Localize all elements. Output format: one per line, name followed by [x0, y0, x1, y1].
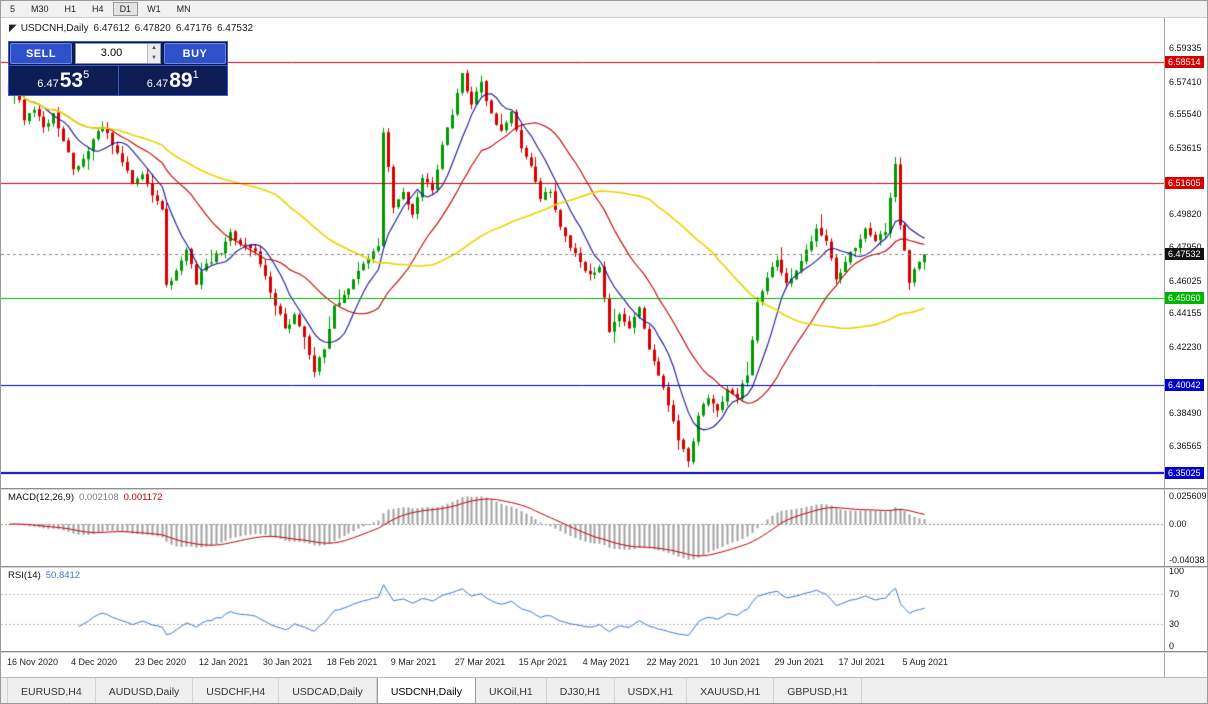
level-price-badge: 6.45060: [1165, 291, 1204, 304]
rsi-scale-label: 70: [1169, 588, 1180, 599]
price-chart-canvas[interactable]: [1, 18, 1164, 651]
date-label: 23 Dec 2020: [134, 657, 186, 667]
chart-title: ◤ USDCNH,Daily 6.47612 6.47820 6.47176 6.4753…: [9, 23, 253, 34]
rsi-scale-label: 30: [1169, 618, 1180, 629]
price-tick: 6.47950: [1169, 242, 1202, 253]
tab-gbpusd-h1[interactable]: GBPUSD,H1: [774, 678, 862, 703]
period-button-5[interactable]: 5: [10, 4, 16, 14]
rsi-indicator-label: RSI(14) 50.8412: [8, 570, 80, 581]
chart-open-value: 6.47612: [93, 23, 130, 34]
period-button-m30[interactable]: M30: [31, 4, 49, 14]
rsi-scale-label: 100: [1169, 566, 1185, 576]
macd-indicator-label: MACD(12,26,9) 0.002108 0.001172: [8, 492, 163, 503]
pane-separator: [1, 566, 1207, 568]
tab-xauusd-h1[interactable]: XAUUSD,H1: [687, 678, 775, 703]
rsi-name: RSI(14): [8, 570, 41, 581]
macd-scale-label: -0.04038: [1169, 555, 1205, 565]
one-click-trading-panel: SELL 3.00 ▲ ▼ BUY 6.47 53 5 6.47 89 1: [8, 41, 228, 96]
tab-ukoil-h1[interactable]: UKOil,H1: [476, 678, 547, 703]
tab-usdx-h1[interactable]: USDX,H1: [615, 678, 688, 703]
period-button-h4[interactable]: H4: [92, 4, 104, 14]
timeframe-toolbar: 5 M30 H1 H4 D1 W1 MN: [1, 1, 1207, 18]
price-scale[interactable]: 6.59335 6.57410 6.55540 6.53615 6.49820 6.479…: [1164, 18, 1207, 677]
sell-price-prefix: 6.47: [37, 77, 59, 90]
one-click-toggle-icon[interactable]: ◤: [9, 23, 17, 34]
price-tick: 6.57410: [1169, 76, 1202, 87]
level-price-badge: 6.58514: [1165, 56, 1204, 69]
macd-scale-label: 0.025609: [1169, 491, 1207, 501]
chart-tabs-bar: EURUSD,H4 AUDUSD,Daily USDCHF,H4 USDCAD,Dai…: [1, 677, 1207, 703]
price-tick: 6.59335: [1169, 43, 1202, 53]
period-button-mn[interactable]: MN: [176, 4, 191, 14]
macd-signal-value: 0.001172: [123, 492, 163, 503]
period-button-h1[interactable]: H1: [64, 4, 77, 14]
chart-close-value: 6.47532: [216, 23, 254, 34]
date-label: 18 Feb 2021: [326, 657, 378, 667]
period-button-d1[interactable]: D1: [112, 2, 139, 16]
volume-decrease-button[interactable]: ▼: [148, 53, 160, 63]
volume-spinner: ▲ ▼: [147, 44, 160, 63]
tab-dj30-h1[interactable]: DJ30,H1: [547, 678, 615, 703]
buy-price-pip: 1: [192, 69, 199, 81]
sell-button[interactable]: SELL: [10, 43, 72, 64]
sell-price-pip: 5: [83, 69, 90, 81]
price-tick: 6.38490: [1169, 407, 1202, 418]
buy-price-prefix: 6.47: [146, 77, 169, 90]
tab-eurusd-h4[interactable]: EURUSD,H4: [7, 678, 96, 703]
level-price-badge: 6.40042: [1165, 379, 1204, 392]
macd-scale-label: 0.00: [1169, 519, 1187, 530]
rsi-value: 50.8412: [45, 570, 81, 581]
date-label: 4 May 2021: [582, 657, 630, 667]
volume-increase-button[interactable]: ▲: [148, 44, 160, 54]
price-tick: 6.42230: [1169, 342, 1202, 353]
date-label: 10 Jun 2021: [710, 657, 761, 667]
pane-separator: [1, 488, 1207, 490]
tab-usdchf-h4[interactable]: USDCHF,H4: [193, 678, 280, 703]
price-tick: 6.49820: [1169, 209, 1202, 220]
date-label: 22 May 2021: [646, 657, 699, 667]
date-label: 9 Mar 2021: [390, 657, 437, 667]
buy-price-display[interactable]: 6.47 89 1: [119, 66, 228, 95]
rsi-scale-label: 0: [1169, 641, 1175, 651]
date-label: 12 Jan 2021: [198, 657, 249, 667]
chart-high-value: 6.47820: [134, 23, 171, 34]
date-label: 27 Mar 2021: [454, 657, 506, 667]
macd-value: 0.002108: [79, 492, 119, 503]
date-label: 5 Aug 2021: [902, 657, 948, 667]
price-tick: 6.46025: [1169, 275, 1202, 286]
chart-low-value: 6.47176: [175, 23, 212, 34]
buy-button[interactable]: BUY: [164, 43, 226, 64]
volume-input[interactable]: 3.00 ▲ ▼: [75, 43, 161, 64]
price-tick: 6.53615: [1169, 143, 1202, 153]
date-label: 16 Nov 2020: [7, 657, 59, 667]
time-axis[interactable]: 16 Nov 2020 4 Dec 2020 23 Dec 2020 12 Jan 2…: [1, 653, 1164, 677]
buy-price-big: 89: [169, 68, 193, 92]
price-divider: [117, 66, 119, 95]
period-button-w1[interactable]: W1: [147, 4, 161, 14]
macd-name: MACD(12,26,9): [8, 492, 74, 503]
tab-usdcad-daily[interactable]: USDCAD,Daily: [279, 678, 377, 703]
date-label: 29 Jun 2021: [774, 657, 825, 667]
date-label: 17 Jul 2021: [838, 657, 886, 667]
date-label: 4 Dec 2020: [70, 657, 117, 667]
sell-price-big: 53: [59, 68, 84, 92]
sell-price-display[interactable]: 6.47 53 5: [9, 66, 118, 95]
date-label: 15 Apr 2021: [518, 657, 568, 667]
volume-value: 3.00: [100, 47, 123, 59]
tab-audusd-daily[interactable]: AUDUSD,Daily: [96, 678, 194, 703]
price-tick: 6.36565: [1169, 441, 1202, 452]
date-label: 30 Jan 2021: [262, 657, 313, 667]
pane-separator: [1, 651, 1207, 653]
level-price-badge: 6.51605: [1165, 177, 1204, 190]
price-tick: 6.44155: [1169, 308, 1202, 319]
current-price-badge: 6.47532: [1165, 248, 1204, 261]
tab-usdcnh-daily[interactable]: USDCNH,Daily: [376, 678, 476, 703]
level-price-badge: 6.35025: [1165, 467, 1204, 480]
price-tick: 6.55540: [1169, 109, 1202, 120]
chart-symbol-label: USDCNH,Daily: [20, 23, 89, 34]
